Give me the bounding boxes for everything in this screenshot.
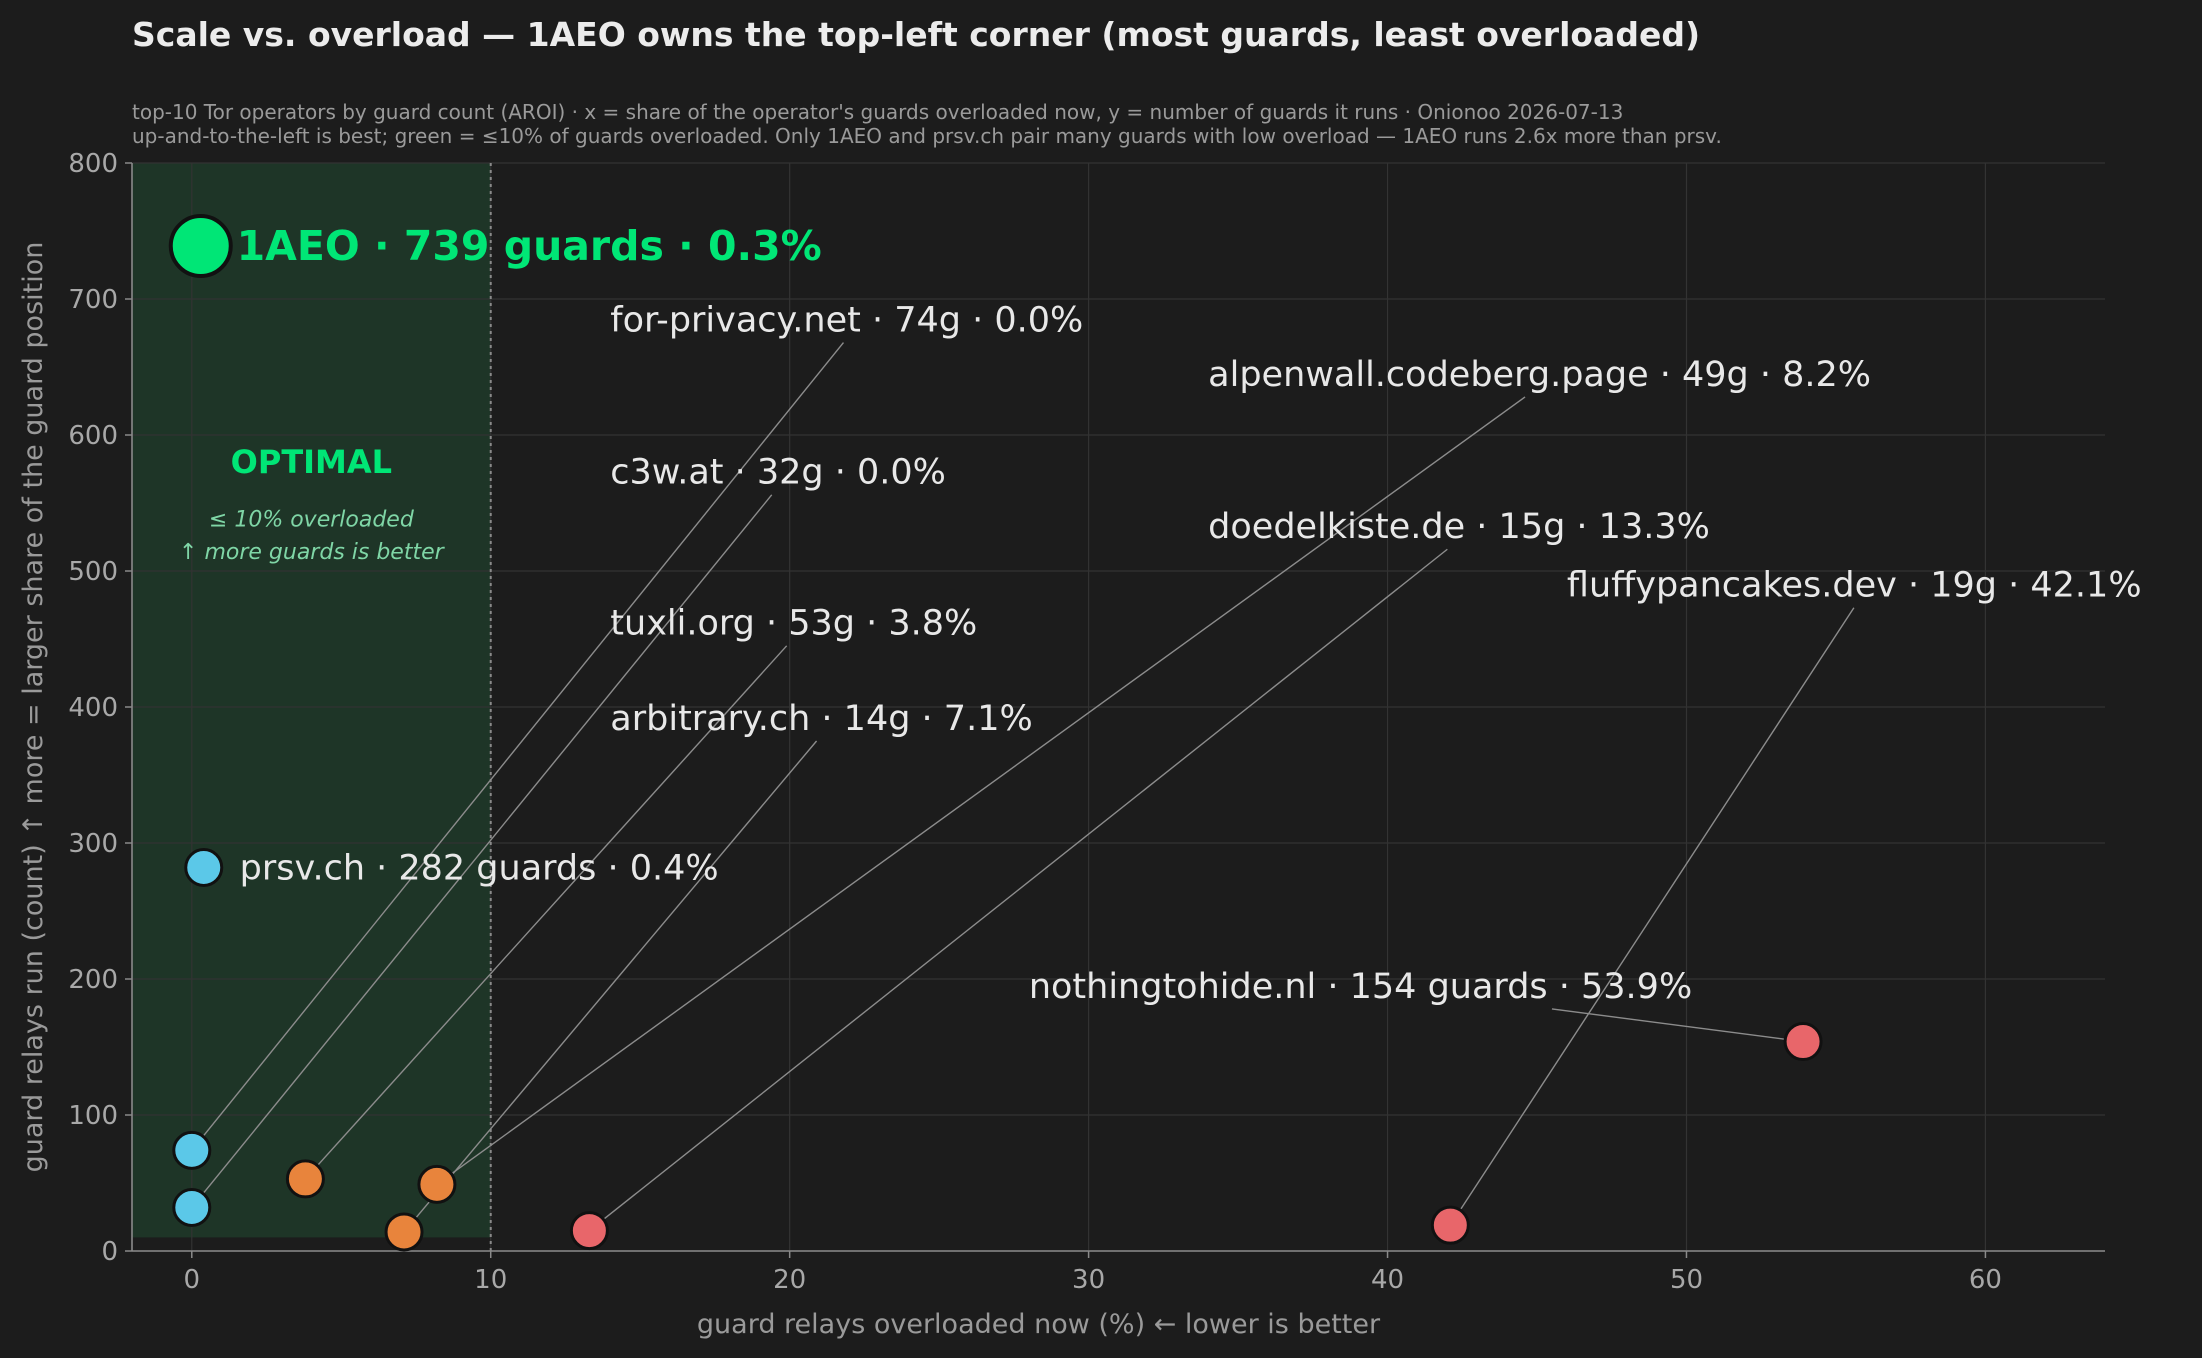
optimal-zone-note-1: ≤ 10% overloaded (209, 507, 415, 532)
point-label-nothingtohide.nl: nothingtohide.nl · 154 guards · 53.9% (1029, 967, 1692, 1007)
point-tuxli.org (285, 1159, 325, 1199)
chart-subtitle-line-1: top-10 Tor operators by guard count (ARO… (132, 100, 1623, 124)
y-tick-label: 200 (68, 965, 118, 995)
y-tick-label: 300 (68, 829, 118, 859)
leader-line-arbitrary.ch (403, 740, 818, 1233)
point-for-privacy.net (172, 1130, 212, 1170)
x-tick-label: 20 (773, 1265, 806, 1295)
point-label-for-privacy.net: for-privacy.net · 74g · 0.0% (610, 300, 1083, 340)
leader-line-doedelkiste.de (588, 548, 1448, 1232)
leader-lines (191, 342, 1855, 1233)
point-label-1AEO: 1AEO · 739 guards · 0.3% (237, 222, 822, 270)
x-tick-label: 0 (184, 1265, 201, 1295)
x-tick-label: 60 (1969, 1265, 2002, 1295)
point-label-tuxli.org: tuxli.org · 53g · 3.8% (610, 604, 977, 644)
leader-line-for-privacy.net (191, 342, 845, 1151)
y-tick-labels: 0 100 200 300 400 500 600 700 800 (68, 149, 132, 1267)
y-tick-label: 800 (68, 149, 118, 179)
optimal-zone-title: OPTIMAL (231, 443, 392, 481)
chart-subtitle-line-2: up-and-to-the-left is best; green = ≤10%… (132, 124, 1722, 148)
data-points (168, 213, 1823, 1252)
point-arbitrary.ch (384, 1212, 424, 1252)
optimal-zone (132, 163, 491, 1238)
point-label-prsv.ch: prsv.ch · 282 guards · 0.4% (240, 848, 719, 888)
leader-line-c3w.at (191, 494, 773, 1208)
chart-title: Scale vs. overload — 1AEO owns the top-l… (132, 15, 1700, 54)
x-tick-labels: 0 10 20 30 40 50 60 (184, 1251, 2002, 1295)
y-tick-label: 500 (68, 557, 118, 587)
y-tick-label: 0 (101, 1237, 118, 1267)
point-alpenwall.codeberg.page (417, 1164, 457, 1204)
x-tick-label: 50 (1670, 1265, 1703, 1295)
x-tick-label: 30 (1072, 1265, 1105, 1295)
y-tick-label: 100 (68, 1101, 118, 1131)
point-labels: 1AEO · 739 guards · 0.3% prsv.ch · 282 gu… (237, 222, 2142, 1007)
point-1AEO (168, 213, 233, 278)
point-c3w.at (172, 1187, 212, 1227)
optimal-zone-note-2: ↑ more guards is better (179, 540, 446, 565)
point-nothingtohide.nl (1783, 1022, 1823, 1062)
point-prsv.ch (184, 847, 224, 887)
point-label-arbitrary.ch: arbitrary.ch · 14g · 7.1% (610, 699, 1032, 739)
point-label-doedelkiste.de: doedelkiste.de · 15g · 13.3% (1208, 507, 1710, 547)
point-fluffypancakes.dev (1430, 1205, 1470, 1245)
y-tick-label: 600 (68, 421, 118, 451)
x-axis-label: guard relays overloaded now (%) ← lower … (697, 1309, 1381, 1340)
x-tick-label: 40 (1371, 1265, 1404, 1295)
leader-line-nothingtohide.nl (1551, 1008, 1804, 1043)
point-doedelkiste.de (569, 1211, 609, 1251)
leader-line-alpenwall.codeberg.page (436, 396, 1526, 1185)
leader-line-tuxli.org (304, 645, 788, 1180)
point-label-c3w.at: c3w.at · 32g · 0.0% (610, 453, 946, 493)
y-axis-label: guard relays run (count) ↑ more = larger… (18, 242, 49, 1173)
x-tick-label: 10 (474, 1265, 507, 1295)
y-tick-label: 700 (68, 285, 118, 315)
point-label-fluffypancakes.dev: fluffypancakes.dev · 19g · 42.1% (1567, 566, 2142, 606)
point-label-alpenwall.codeberg.page: alpenwall.codeberg.page · 49g · 8.2% (1208, 355, 1871, 395)
leader-line-fluffypancakes.dev (1449, 607, 1855, 1226)
y-tick-label: 400 (68, 693, 118, 723)
